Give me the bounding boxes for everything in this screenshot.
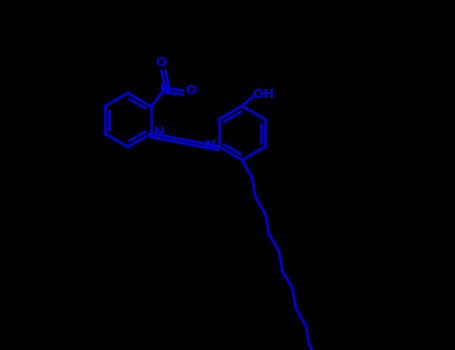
Text: N: N <box>154 126 165 139</box>
Text: N: N <box>205 139 216 152</box>
Text: N: N <box>160 82 171 95</box>
Text: O: O <box>156 56 167 69</box>
Text: O: O <box>186 84 197 97</box>
Text: OH: OH <box>253 88 275 100</box>
